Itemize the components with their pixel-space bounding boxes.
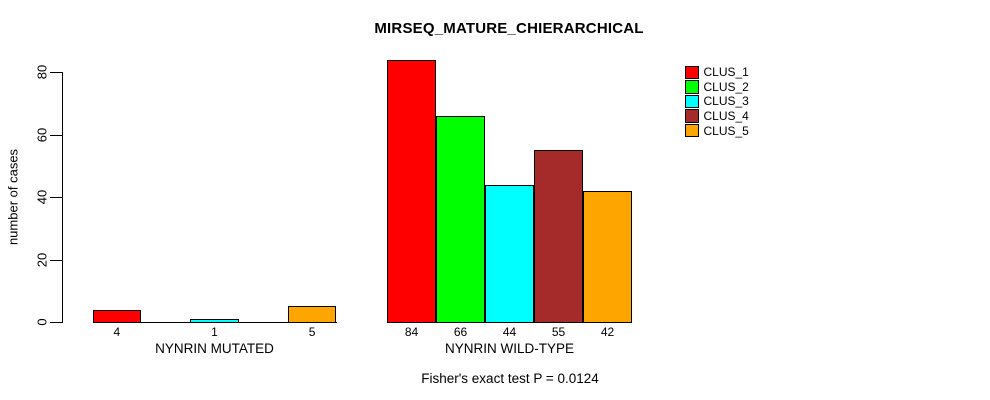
y-tick-mark: [50, 259, 62, 261]
legend-swatch-icon: [685, 123, 699, 138]
legend-swatch-icon: [685, 65, 699, 80]
y-axis-line: [62, 72, 63, 323]
legend-label: CLUS_5: [703, 123, 749, 138]
chart-title: MIRSEQ_MATURE_CHIERARCHICAL: [374, 20, 644, 37]
bar-clus_3: [190, 318, 239, 323]
bar-clus_1: [387, 59, 436, 323]
bar-clus_3: [485, 184, 534, 323]
y-tick-mark: [50, 322, 62, 323]
bar-value-label: 55: [551, 325, 566, 339]
y-tick-label: 20: [34, 252, 50, 267]
legend-swatch-icon: [685, 94, 699, 109]
legend-label: CLUS_3: [703, 94, 749, 109]
y-tick-label: 40: [34, 189, 50, 205]
y-tick-label: 80: [34, 64, 50, 80]
bar-clus_5: [287, 306, 337, 323]
bar-clus_1: [92, 309, 142, 323]
legend-row: CLUS_4: [685, 109, 749, 124]
bar-value-label: 66: [453, 325, 468, 339]
group-label: NYNRIN MUTATED: [155, 341, 274, 356]
y-axis-label: number of cases: [5, 148, 21, 246]
legend-row: CLUS_3: [685, 94, 749, 109]
group-label: NYNRIN WILD-TYPE: [444, 341, 575, 356]
bar-clus_2: [436, 115, 485, 323]
bar-clus_5: [583, 190, 632, 323]
legend-label: CLUS_1: [703, 65, 749, 80]
bar-clus_4: [534, 150, 583, 323]
bar-value-label: 5: [308, 325, 316, 339]
legend: CLUS_1 CLUS_2 CLUS_3 CLUS_4 CLUS_5: [685, 65, 749, 138]
legend-swatch-icon: [685, 109, 699, 123]
y-tick-label: 60: [34, 127, 50, 142]
y-tick-mark: [50, 197, 62, 198]
legend-row: CLUS_2: [685, 80, 749, 95]
y-tick-label: 0: [34, 318, 50, 326]
legend-row: CLUS_5: [685, 123, 749, 138]
legend-label: CLUS_2: [703, 79, 749, 94]
y-tick-mark: [50, 134, 62, 136]
bar-value-label: 42: [600, 325, 615, 339]
legend-label: CLUS_4: [703, 109, 749, 124]
fisher-test-caption: Fisher's exact test P = 0.0124: [421, 371, 599, 386]
legend-row: CLUS_1: [685, 65, 749, 80]
legend-swatch-icon: [685, 80, 699, 94]
bar-value-label: 84: [404, 325, 419, 339]
bar-value-label: 4: [113, 325, 121, 339]
bar-value-label: 44: [502, 325, 517, 339]
bar-value-label: 1: [211, 325, 218, 339]
y-tick-mark: [50, 72, 62, 73]
